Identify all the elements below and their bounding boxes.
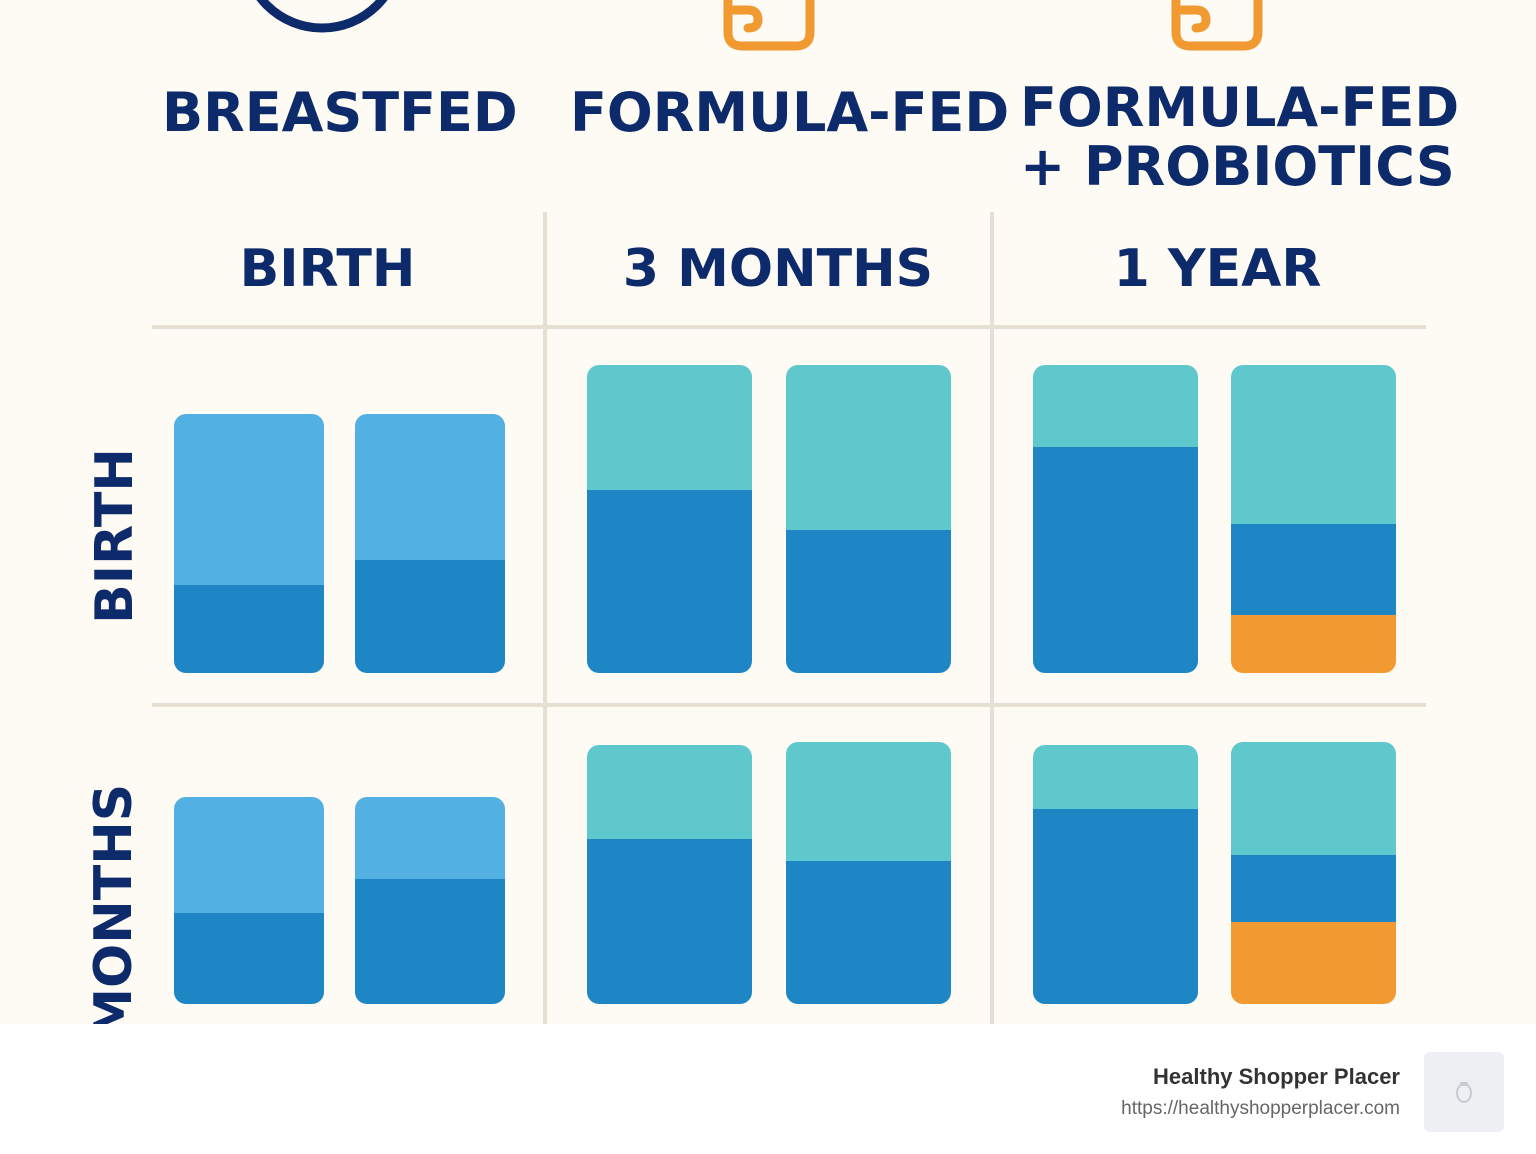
bar-segment-teal	[1231, 742, 1396, 855]
bar-segment-teal	[587, 745, 752, 840]
infographic: BREASTFED FORMULA-FED FORMULA-FED + PROB…	[0, 0, 1536, 1024]
bar-segment-blue	[1231, 523, 1396, 616]
bar-segment-teal	[1033, 365, 1198, 448]
bar-segment-teal	[786, 742, 951, 861]
bar-segment-light-blue	[355, 797, 505, 880]
grid-line-vertical	[990, 212, 994, 1024]
bar-segment-blue	[587, 839, 752, 1004]
bar-segment-blue	[355, 560, 505, 673]
bar-segment-blue	[355, 879, 505, 1004]
bar-birth-3-months-2	[786, 365, 951, 673]
site-logo[interactable]	[1424, 1052, 1504, 1132]
column-header-birth: BIRTH	[239, 239, 416, 299]
bar-segment-blue	[1231, 854, 1396, 922]
bar-segment-teal	[786, 365, 951, 530]
bar-segment-blue	[786, 860, 951, 1004]
bar-birth-birth-1	[174, 414, 324, 673]
bar-segment-teal	[587, 365, 752, 491]
bar-segment-orange	[1231, 615, 1396, 673]
bar-6-months-1-year-1	[1033, 745, 1198, 1004]
bar-segment-blue	[786, 529, 951, 673]
site-logo-icon	[1456, 1082, 1472, 1103]
breastfed-icon	[256, 0, 388, 33]
bar-segment-blue	[174, 584, 324, 673]
bar-segment-blue	[587, 490, 752, 673]
grid-line-vertical	[543, 212, 547, 1024]
group-label-formula-probiotics: FORMULA-FED + PROBIOTICS	[1020, 76, 1460, 199]
footer: Healthy Shopper Placer https://healthysh…	[0, 1024, 1536, 1154]
site-name[interactable]: Healthy Shopper Placer	[1153, 1064, 1400, 1089]
column-header-1-year: 1 YEAR	[1113, 239, 1322, 299]
grid-line-horizontal	[152, 325, 1426, 329]
bar-6-months-1-year-2	[1231, 742, 1396, 1004]
bar-segment-blue	[1033, 447, 1198, 673]
bar-6-months-birth-2	[355, 797, 505, 1004]
formula-bottle-icon	[723, 0, 815, 51]
group-label-breastfed: BREASTFED	[162, 81, 518, 144]
bar-segment-teal	[1033, 745, 1198, 809]
bar-segment-light-blue	[355, 414, 505, 561]
bar-segment-light-blue	[174, 414, 324, 585]
row-header-6-months: 6 MONTHS	[84, 783, 144, 1024]
bar-6-months-3-months-2	[786, 742, 951, 1004]
bar-segment-light-blue	[174, 797, 324, 913]
bar-segment-teal	[1231, 365, 1396, 524]
column-header-3-months: 3 MONTHS	[622, 239, 934, 299]
bar-birth-1-year-2	[1231, 365, 1396, 673]
bar-birth-birth-2	[355, 414, 505, 673]
bar-segment-orange	[1231, 921, 1396, 1004]
bar-6-months-3-months-1	[587, 745, 752, 1004]
site-url[interactable]: https://healthyshopperplacer.com	[1121, 1098, 1400, 1119]
grid-line-horizontal	[152, 703, 1426, 707]
probiotics-bottle-icon	[1171, 0, 1263, 51]
bar-segment-blue	[174, 912, 324, 1004]
bar-birth-3-months-1	[587, 365, 752, 673]
row-header-birth: BIRTH	[85, 448, 145, 624]
bar-segment-blue	[1033, 808, 1198, 1004]
group-label-formula-fed: FORMULA-FED	[570, 81, 1010, 144]
bar-6-months-birth-1	[174, 797, 324, 1004]
bar-birth-1-year-1	[1033, 365, 1198, 673]
